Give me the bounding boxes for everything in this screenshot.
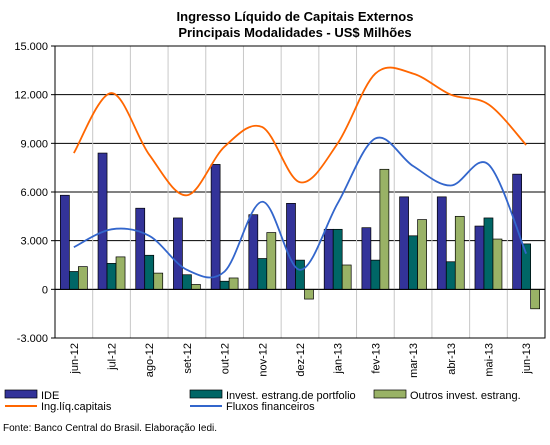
bar	[115, 256, 126, 290]
x-tick-label: mar-13	[408, 343, 420, 378]
bar	[191, 284, 201, 290]
bar	[210, 164, 221, 290]
bar	[341, 264, 352, 290]
x-tick-label: abr-13	[446, 343, 458, 375]
bar	[436, 196, 447, 290]
x-tick-label: dez-12	[295, 343, 307, 377]
bar	[97, 152, 108, 290]
x-tick-label: out-12	[220, 343, 232, 374]
y-tick-label: 0	[42, 284, 48, 296]
bar	[483, 217, 494, 290]
bar	[286, 203, 296, 290]
bar	[408, 235, 418, 290]
bars-layer	[59, 152, 541, 310]
bar	[399, 196, 409, 290]
bar	[219, 280, 230, 290]
bar	[454, 215, 465, 290]
bar	[361, 227, 372, 290]
bar	[332, 228, 343, 290]
legend-label: IDE	[41, 390, 59, 402]
series-line	[73, 136, 527, 279]
plot-frame	[54, 45, 546, 339]
y-tick-label: 3.000	[20, 236, 48, 248]
bar	[370, 259, 381, 290]
bar	[182, 274, 192, 290]
bar	[492, 238, 503, 290]
legend-label: Ing.líq.capitais	[41, 401, 112, 413]
chart-subtitle: Principais Modalidades - US$ Milhões	[178, 25, 411, 40]
y-tick-label: 15.000	[14, 41, 48, 53]
bar	[323, 228, 334, 290]
legend-swatch	[189, 389, 223, 399]
bar	[295, 259, 305, 290]
x-tick-label: mai-13	[483, 343, 495, 377]
bar	[248, 214, 259, 290]
x-tick-label: ago-12	[144, 343, 156, 377]
bar	[304, 288, 314, 300]
bar	[257, 258, 268, 290]
bar	[135, 207, 146, 290]
lines-layer	[73, 66, 527, 279]
bar	[228, 277, 239, 290]
x-tick-label: jun-12	[69, 343, 81, 375]
y-tick-label: 12.000	[14, 90, 48, 102]
chart-title: Ingresso Líquido de Capitais Externos	[177, 9, 414, 24]
legend-label: Invest. estrang.de portfolio	[226, 390, 356, 402]
bar	[68, 271, 79, 290]
bar	[173, 217, 183, 290]
series-line	[73, 66, 527, 197]
x-tick-label: set-12	[182, 343, 194, 374]
legend-swatch	[373, 389, 407, 399]
bar	[153, 272, 164, 290]
bar	[106, 263, 117, 290]
source-note: Fonte: Banco Central do Brasil. Elaboraç…	[3, 423, 217, 434]
legend: IDE Invest. estrang.de portfolio Outros in…	[4, 389, 521, 413]
legend-label: Fluxos financeiros	[226, 401, 315, 413]
bar	[417, 219, 427, 290]
y-tick-label: 6.000	[20, 187, 48, 199]
x-tick-label: fev-13	[370, 343, 382, 374]
y-tick-label: -3.000	[17, 333, 48, 345]
bar	[144, 254, 155, 290]
bar	[521, 243, 532, 290]
bar	[474, 225, 485, 290]
x-tick-label: jul-12	[107, 343, 119, 371]
x-tick-label: jan-13	[333, 343, 345, 375]
x-tick-label: nov-12	[257, 343, 269, 377]
legend-swatch	[4, 389, 38, 399]
bar	[77, 266, 88, 290]
x-tick-label: jun-13	[521, 343, 533, 375]
axes-layer: -3.000 0 3.000 6.000 9.000 12.000 15.000 jun-12…	[14, 41, 546, 378]
legend-label: Outros invest. estrang.	[410, 390, 521, 402]
bar	[379, 168, 390, 290]
bar	[59, 194, 70, 290]
bar	[530, 288, 541, 310]
bar	[266, 232, 277, 290]
bar	[445, 261, 456, 290]
bar	[512, 173, 523, 290]
grid-layer	[54, 45, 546, 339]
y-tick-label: 9.000	[20, 138, 48, 150]
